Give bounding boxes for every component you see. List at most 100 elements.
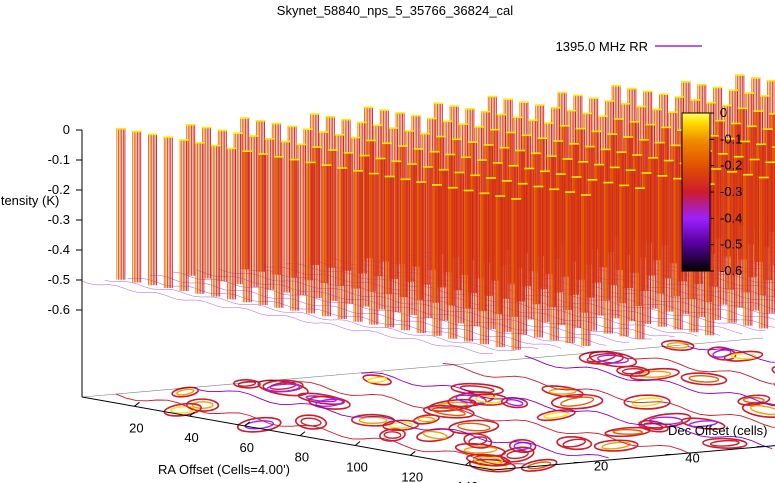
contour-line <box>524 355 775 407</box>
y-tick-labels: 20406080100120140 <box>594 451 700 474</box>
z-tick-label: -0.6 <box>48 302 70 317</box>
x-tick-label: 20 <box>129 420 143 435</box>
x-tick-label: 120 <box>401 469 423 483</box>
spike <box>289 158 300 311</box>
spike <box>657 175 668 327</box>
z-tick-label: -0.4 <box>48 242 70 257</box>
chart-title: Skynet_58840_nps_5_35766_36824_cal <box>277 3 513 18</box>
spike <box>384 175 395 328</box>
spike <box>194 142 205 294</box>
contour-blob <box>702 437 748 449</box>
spike <box>226 147 237 300</box>
spike <box>416 181 427 334</box>
mesh-line <box>104 280 516 351</box>
spike <box>217 129 228 282</box>
z-tick-labels: 0 -0.1 -0.2 -0.3 -0.4 -0.5 -0.6 <box>48 122 70 317</box>
contour-blob <box>680 372 728 386</box>
colorbar-tick-label: -0.6 <box>720 263 742 278</box>
z-tick-label: -0.3 <box>48 212 70 227</box>
spike <box>619 184 630 337</box>
spike <box>742 173 753 326</box>
contour-line <box>442 363 775 428</box>
spike <box>400 178 411 331</box>
spike <box>147 133 158 286</box>
contour-blob <box>233 379 261 389</box>
spike <box>533 185 544 338</box>
spike <box>273 156 284 308</box>
y-tick-label: 20 <box>594 458 608 473</box>
colorbar-tick-label: -0.5 <box>720 237 742 252</box>
contour-blob <box>616 365 650 377</box>
contour-blob <box>550 393 604 410</box>
spike <box>115 127 126 280</box>
spike <box>131 130 142 283</box>
spike <box>233 132 244 285</box>
colorbar-tick-label: -0.3 <box>720 184 742 199</box>
colorbar-tick-label: -0.2 <box>720 158 742 173</box>
x-tick-labels: 20 40 60 80 100 120 140 <box>129 420 478 483</box>
surface-mesh <box>81 74 775 354</box>
contour-blob <box>257 379 309 397</box>
contour-blob <box>468 393 509 406</box>
contour-blob <box>423 404 475 419</box>
contour-blob <box>448 419 500 435</box>
contour-blob <box>741 402 775 419</box>
spike <box>248 135 259 287</box>
contour-line <box>197 389 609 459</box>
spike <box>296 143 307 296</box>
spike <box>179 139 190 291</box>
z-tick-label: -0.2 <box>48 182 70 197</box>
contour-line <box>279 381 691 455</box>
contour-blob <box>295 414 328 430</box>
spike <box>258 153 269 305</box>
contour-blob <box>771 364 775 381</box>
z-axis-label: Intensity (K) <box>0 193 59 208</box>
y-tick-label: 40 <box>685 451 699 466</box>
colorbar-tick-labels: 0 -0.1 -0.2 -0.3 -0.4 -0.5 -0.6 <box>710 105 742 278</box>
contour-blob <box>185 398 220 412</box>
contour-blob <box>723 350 764 362</box>
spike <box>201 126 212 279</box>
contour-blob <box>536 409 576 422</box>
spike <box>758 176 769 329</box>
spike <box>413 148 424 300</box>
spike <box>603 181 614 334</box>
x-tick-label: 40 <box>184 430 198 445</box>
legend-label: 1395.0 MHz RR <box>556 39 648 54</box>
contour-line <box>115 393 528 465</box>
axes <box>76 129 775 471</box>
x-tick-label: 100 <box>346 460 368 475</box>
contour-blob <box>623 394 671 410</box>
spike <box>565 191 576 344</box>
x-tick-label: 140 <box>457 479 479 483</box>
spike <box>727 171 738 323</box>
spike <box>463 189 474 342</box>
spike <box>511 198 522 350</box>
spike <box>163 136 174 289</box>
base-plane <box>115 339 775 473</box>
contour-line <box>606 350 775 385</box>
colorbar-tick-label: 0 <box>720 105 727 120</box>
contour-blob <box>412 414 440 425</box>
spike <box>432 184 442 336</box>
contour-blob <box>737 394 771 406</box>
contour-blob <box>362 374 392 386</box>
x-tick-label: 80 <box>295 450 309 465</box>
spike <box>495 195 506 348</box>
y-axis-label: Dec Offset (cells) <box>668 423 767 438</box>
colorbar-tick-label: -0.1 <box>720 131 742 146</box>
spike <box>305 161 316 314</box>
spike <box>580 194 591 346</box>
contour-blob <box>707 346 737 361</box>
colorbar <box>681 112 711 272</box>
contour-blob <box>588 350 638 368</box>
contour-blob <box>660 339 695 351</box>
x-axis-label: RA Offset (Cells=4.00') <box>158 462 290 477</box>
spike <box>280 140 291 293</box>
mesh-line <box>81 280 494 354</box>
contour-line <box>361 372 773 450</box>
colorbar-tick-label: -0.4 <box>720 210 742 225</box>
contour-blob <box>308 395 351 410</box>
spike <box>368 172 379 325</box>
